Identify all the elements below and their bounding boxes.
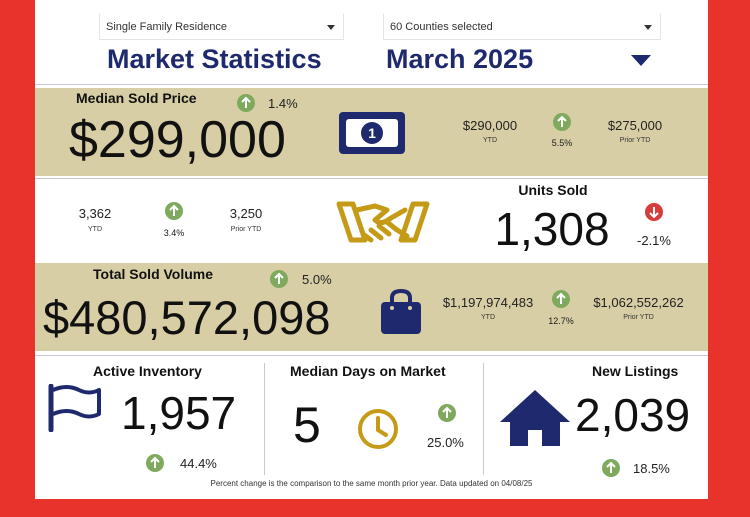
arrow-up-icon xyxy=(270,270,288,288)
svg-text:1: 1 xyxy=(368,125,376,141)
period-label: March 2025 xyxy=(386,44,534,74)
listings-label: New Listings xyxy=(592,363,679,379)
volume-ytd-label: YTD xyxy=(481,314,495,321)
property-type-value: Single Family Residence xyxy=(106,21,228,33)
median-price-prior-value: $275,000 xyxy=(607,118,663,133)
units-prior-value: 3,250 xyxy=(229,206,263,221)
divider xyxy=(264,363,265,475)
counties-dropdown[interactable]: 60 Counties selected xyxy=(383,14,661,40)
clock-icon xyxy=(358,409,398,449)
units-ytd-value: 3,362 xyxy=(78,206,112,221)
arrow-up-icon xyxy=(438,404,456,422)
counties-value: 60 Counties selected xyxy=(390,21,493,33)
chevron-down-icon xyxy=(644,25,652,30)
median-price-ytd-value: $290,000 xyxy=(462,118,518,133)
footer-note: Percent change is the comparison to the … xyxy=(210,479,533,488)
handshake-icon xyxy=(336,201,430,243)
volume-ytd-change: 12.7% xyxy=(548,316,574,326)
listings-change: 18.5% xyxy=(633,461,670,476)
arrow-up-icon xyxy=(237,94,255,112)
volume-change: 5.0% xyxy=(302,272,332,287)
median-price-change: 1.4% xyxy=(268,96,298,111)
house-icon xyxy=(500,390,570,446)
volume-label: Total Sold Volume xyxy=(93,266,214,282)
divider xyxy=(35,84,708,85)
period-chevron-down-icon[interactable] xyxy=(631,55,651,67)
median-price-ytd-change: 5.5% xyxy=(551,138,573,148)
dashboard-card: Single Family Residence 60 Counties sele… xyxy=(35,0,708,499)
volume-prior-label: Prior YTD xyxy=(623,314,654,321)
days-change: 25.0% xyxy=(427,435,464,450)
money-icon: 1 xyxy=(339,112,405,154)
arrow-up-icon xyxy=(552,290,570,308)
inventory-value: 1,957 xyxy=(121,387,237,439)
volume-prior-value: $1,062,552,262 xyxy=(593,295,684,310)
volume-value: $480,572,098 xyxy=(43,291,331,344)
arrow-up-icon xyxy=(146,454,164,472)
inventory-label: Active Inventory xyxy=(93,363,202,379)
units-sold-change: -2.1% xyxy=(637,233,671,248)
property-type-dropdown[interactable]: Single Family Residence xyxy=(99,14,344,40)
median-price-prior-label: Prior YTD xyxy=(619,137,651,144)
divider xyxy=(483,363,484,475)
units-ytd-change: 3.4% xyxy=(163,228,185,238)
units-sold-value: 1,308 xyxy=(494,203,610,255)
units-sold-label: Units Sold xyxy=(518,182,588,198)
page-title: Market Statistics xyxy=(107,44,322,74)
listings-value: 2,039 xyxy=(575,389,691,441)
arrow-up-icon xyxy=(602,459,620,477)
arrow-down-icon xyxy=(645,203,663,221)
median-price-label: Median Sold Price xyxy=(76,90,197,106)
bag-icon xyxy=(381,288,421,334)
median-price-value: $299,000 xyxy=(69,111,286,169)
volume-ytd-value: $1,197,974,483 xyxy=(442,295,534,310)
volume-band xyxy=(35,263,708,351)
divider xyxy=(35,178,708,179)
units-ytd-label: YTD xyxy=(88,226,102,233)
median-price-ytd-label: YTD xyxy=(483,137,497,144)
units-prior-label: Prior YTD xyxy=(230,226,262,233)
divider xyxy=(35,355,708,356)
inventory-change: 44.4% xyxy=(180,456,217,471)
days-value: 5 xyxy=(293,397,321,453)
arrow-up-icon xyxy=(553,113,571,131)
flag-icon xyxy=(48,384,101,432)
days-label: Median Days on Market xyxy=(290,363,446,379)
arrow-up-icon xyxy=(165,202,183,220)
chevron-down-icon xyxy=(327,25,335,30)
